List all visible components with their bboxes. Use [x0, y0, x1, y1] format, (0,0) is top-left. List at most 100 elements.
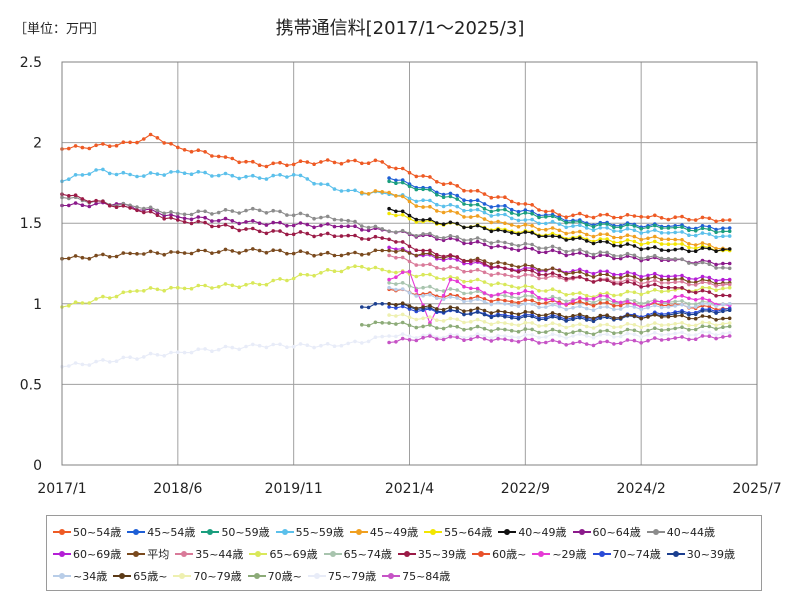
data-point — [230, 225, 235, 230]
data-point — [605, 305, 609, 309]
data-point — [618, 272, 623, 277]
data-point — [632, 224, 637, 228]
data-point — [537, 268, 541, 272]
data-point — [244, 344, 248, 349]
data-point — [407, 199, 412, 204]
data-point — [523, 218, 528, 222]
data-point — [94, 359, 98, 364]
data-point — [203, 347, 207, 351]
data-point — [557, 329, 562, 334]
data-point — [530, 230, 534, 235]
data-point — [571, 248, 575, 253]
data-point — [503, 282, 507, 287]
data-point — [469, 269, 473, 274]
data-point — [584, 306, 589, 311]
data-point — [475, 277, 480, 282]
series-line — [388, 177, 730, 231]
data-point — [598, 253, 603, 257]
data-point — [210, 224, 214, 229]
data-point — [544, 250, 548, 255]
data-point — [632, 234, 637, 239]
data-point — [462, 312, 466, 317]
data-point — [428, 334, 432, 338]
data-point — [523, 268, 528, 272]
legend-item: 50~59歳 — [201, 521, 270, 543]
data-point — [373, 234, 378, 239]
data-point — [135, 205, 139, 209]
data-point — [394, 249, 398, 254]
data-point — [530, 294, 534, 298]
x-tick-label: 2019/11 — [265, 481, 323, 497]
data-point — [598, 239, 603, 244]
data-point — [400, 332, 405, 336]
data-point — [346, 224, 351, 228]
data-point — [516, 213, 521, 217]
data-point — [489, 339, 494, 343]
data-point — [714, 227, 718, 232]
data-point — [414, 294, 419, 298]
data-point — [475, 335, 480, 339]
data-point — [400, 312, 405, 317]
data-point — [721, 234, 725, 238]
data-point — [407, 213, 412, 218]
data-point — [325, 222, 330, 226]
data-point — [700, 274, 705, 279]
data-point — [509, 338, 514, 343]
data-point — [264, 231, 269, 236]
data-point — [727, 293, 732, 298]
data-point — [516, 304, 521, 309]
data-point — [544, 273, 548, 277]
data-point — [407, 269, 412, 274]
data-point — [346, 252, 351, 256]
data-point — [516, 209, 521, 214]
data-point — [489, 209, 494, 214]
data-point — [721, 286, 725, 291]
data-point — [216, 173, 221, 178]
data-point — [387, 313, 391, 317]
data-point — [455, 317, 460, 322]
data-point — [516, 339, 521, 344]
data-point — [407, 196, 412, 201]
data-point — [659, 305, 664, 310]
data-point — [714, 284, 718, 288]
data-point — [400, 270, 405, 275]
data-point — [530, 273, 534, 277]
data-point — [687, 302, 691, 306]
data-point — [366, 192, 371, 196]
data-point — [387, 248, 391, 253]
data-point — [707, 298, 712, 303]
data-point — [87, 200, 92, 204]
data-point — [332, 344, 337, 349]
data-point — [114, 205, 119, 209]
data-point — [489, 241, 494, 245]
data-point — [469, 286, 473, 291]
data-point — [196, 248, 201, 253]
data-point — [407, 216, 412, 221]
data-point — [625, 304, 630, 308]
data-point — [537, 317, 541, 322]
data-point — [680, 225, 684, 229]
data-point — [394, 194, 398, 198]
data-point — [673, 247, 677, 252]
data-point — [223, 247, 228, 252]
data-point — [400, 336, 405, 341]
data-point — [455, 266, 460, 270]
data-point — [537, 335, 541, 340]
data-point — [693, 312, 698, 317]
data-point — [278, 220, 282, 225]
data-point — [557, 333, 562, 338]
data-point — [291, 276, 296, 281]
data-point — [509, 291, 514, 296]
data-point — [435, 202, 439, 207]
legend-swatch — [532, 549, 551, 559]
data-point — [462, 291, 466, 296]
data-point — [203, 215, 207, 220]
data-point — [380, 302, 385, 306]
data-point — [285, 224, 289, 228]
data-point — [435, 296, 439, 301]
data-point — [693, 302, 698, 307]
data-point — [455, 184, 460, 188]
data-point — [612, 276, 616, 280]
data-point — [223, 171, 228, 176]
data-point — [544, 335, 548, 339]
